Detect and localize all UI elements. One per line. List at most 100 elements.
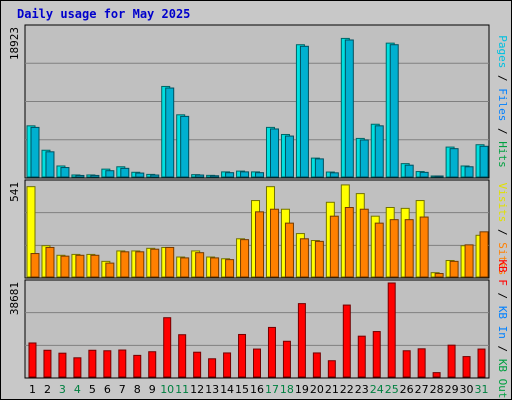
legend-part: / bbox=[496, 222, 509, 242]
bar-day-7 bbox=[120, 251, 130, 278]
bar-day-11 bbox=[178, 334, 187, 378]
bar-day-6 bbox=[105, 262, 115, 278]
bar-day-18 bbox=[282, 340, 291, 378]
day-label-11: 11 bbox=[175, 383, 189, 396]
bar-day-1 bbox=[28, 342, 37, 378]
bar-day-19 bbox=[299, 45, 309, 178]
day-label-3: 3 bbox=[59, 383, 66, 396]
day-label-16: 16 bbox=[250, 383, 264, 396]
day-label-29: 29 bbox=[445, 383, 459, 396]
day-label-9: 9 bbox=[149, 383, 156, 396]
bar-day-14 bbox=[225, 259, 235, 278]
bar-day-21 bbox=[329, 172, 339, 178]
day-label-14: 14 bbox=[220, 383, 234, 396]
bar-day-16 bbox=[255, 211, 265, 278]
bar-day-29 bbox=[449, 148, 459, 178]
bar-day-31 bbox=[479, 231, 489, 278]
bar-day-13 bbox=[208, 358, 217, 378]
bar-day-3 bbox=[60, 255, 70, 278]
bar-day-26 bbox=[402, 350, 411, 378]
series-legend: Pages / Files / Hits bbox=[496, 35, 509, 168]
bar-day-7 bbox=[120, 167, 130, 178]
bar-day-5 bbox=[90, 174, 100, 178]
bar-day-24 bbox=[374, 222, 384, 278]
bar-day-14 bbox=[223, 352, 232, 378]
bar-day-24 bbox=[374, 125, 384, 178]
bar-day-10 bbox=[165, 87, 175, 178]
bar-day-6 bbox=[103, 350, 112, 378]
series-legend: Visits / Sites bbox=[496, 183, 509, 276]
bar-day-25 bbox=[387, 282, 396, 378]
bar-day-17 bbox=[267, 326, 276, 378]
bar-day-20 bbox=[314, 240, 324, 278]
legend-part: / bbox=[496, 68, 509, 88]
bar-day-22 bbox=[342, 304, 351, 378]
y-max-label: 541 bbox=[8, 182, 21, 202]
bar-day-4 bbox=[75, 174, 85, 178]
bar-day-11 bbox=[180, 257, 190, 278]
day-label-6: 6 bbox=[104, 383, 111, 396]
day-label-2: 2 bbox=[44, 383, 51, 396]
panel-3: 38681 KB F / KB In / KB Out bbox=[8, 259, 509, 398]
bar-day-18 bbox=[284, 135, 294, 178]
bar-day-31 bbox=[477, 348, 486, 378]
bar-day-1 bbox=[30, 253, 40, 278]
legend-part: Sites bbox=[496, 242, 509, 275]
bar-day-22 bbox=[344, 39, 354, 178]
bar-day-12 bbox=[195, 252, 205, 278]
bar-day-25 bbox=[389, 44, 399, 178]
day-label-15: 15 bbox=[235, 383, 249, 396]
bar-day-23 bbox=[359, 208, 369, 278]
bar-day-9 bbox=[150, 248, 160, 278]
bar-day-29 bbox=[447, 344, 456, 378]
bar-day-24 bbox=[372, 331, 381, 378]
bar-day-10 bbox=[163, 317, 172, 378]
day-label-28: 28 bbox=[430, 383, 444, 396]
legend-part: KB In bbox=[496, 306, 509, 339]
bar-day-21 bbox=[327, 360, 336, 378]
bar-day-30 bbox=[464, 244, 474, 278]
day-label-30: 30 bbox=[460, 383, 474, 396]
day-label-20: 20 bbox=[310, 383, 324, 396]
bar-day-27 bbox=[417, 348, 426, 378]
day-label-8: 8 bbox=[134, 383, 141, 396]
bar-day-30 bbox=[462, 356, 471, 378]
day-label-1: 1 bbox=[29, 383, 36, 396]
day-label-27: 27 bbox=[415, 383, 429, 396]
day-label-26: 26 bbox=[400, 383, 414, 396]
bar-day-18 bbox=[284, 222, 294, 278]
bar-day-26 bbox=[404, 164, 414, 178]
bar-day-29 bbox=[449, 260, 459, 278]
bar-day-17 bbox=[269, 128, 279, 178]
bar-day-28 bbox=[434, 175, 444, 178]
bar-day-13 bbox=[210, 175, 220, 178]
legend-part: / bbox=[496, 121, 509, 141]
legend-part: KB F bbox=[496, 259, 509, 286]
bar-day-25 bbox=[389, 219, 399, 278]
bar-day-19 bbox=[297, 303, 306, 378]
bar-day-27 bbox=[419, 171, 429, 178]
legend-part: Hits bbox=[496, 141, 509, 168]
bar-day-30 bbox=[464, 166, 474, 178]
bar-day-15 bbox=[240, 239, 250, 278]
y-max-label: 18923 bbox=[8, 27, 21, 60]
bar-day-26 bbox=[404, 219, 414, 278]
bar-day-9 bbox=[148, 351, 157, 378]
day-label-22: 22 bbox=[340, 383, 354, 396]
bar-day-11 bbox=[180, 115, 190, 178]
bar-day-16 bbox=[255, 172, 265, 178]
bar-day-28 bbox=[434, 273, 444, 278]
bar-day-31 bbox=[479, 145, 489, 178]
bar-day-2 bbox=[45, 246, 55, 278]
bar-day-27 bbox=[419, 216, 429, 278]
bar-day-4 bbox=[73, 357, 82, 378]
day-label-7: 7 bbox=[119, 383, 126, 396]
bar-day-6 bbox=[105, 170, 115, 178]
day-label-17: 17 bbox=[265, 383, 279, 396]
bar-day-8 bbox=[135, 251, 145, 278]
bar-day-23 bbox=[359, 139, 369, 178]
bar-day-19 bbox=[299, 238, 309, 278]
day-label-23: 23 bbox=[355, 383, 369, 396]
bar-day-5 bbox=[88, 349, 97, 378]
